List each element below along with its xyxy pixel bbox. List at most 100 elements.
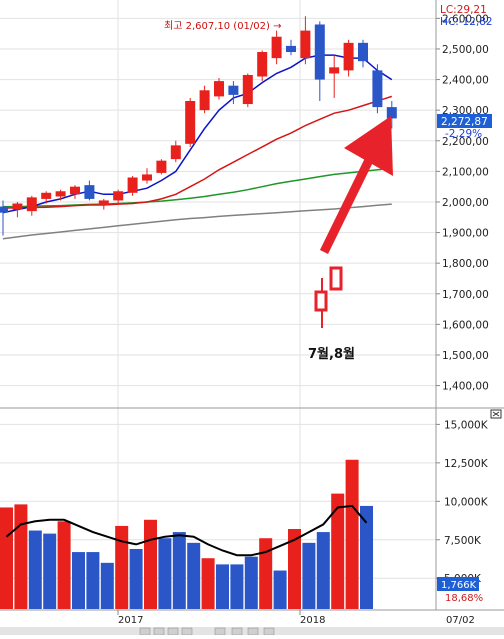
candle-body [142,174,152,181]
price-tick-label: 2,400,00 [442,75,489,87]
candle-body [12,203,23,210]
ma120-line [2,203,392,240]
volume-tick-label: 7,500K [444,535,482,547]
volume-bar [158,538,172,609]
date-label: 07/02 [446,615,475,626]
volume-badge-text: 1,766K [441,580,477,591]
candle [314,21,325,101]
candle [386,100,397,129]
toolbar-button-7[interactable] [247,627,259,636]
hc-label: HC:-12,82 [440,16,493,28]
volume-bar [100,562,114,609]
candle-body [156,160,167,173]
panel-settings-icon-line-b [492,411,500,417]
volume-ma-line [5,504,368,557]
price-tick-label: 1,500,00 [442,350,489,362]
candle-body [70,186,80,195]
volume-bar [345,459,359,609]
toolbar-button-2[interactable] [153,627,165,636]
candle-body [98,200,109,206]
ma20-line [2,95,393,209]
volume-pct-label: 18,68% [445,593,483,604]
candle-body [329,67,340,74]
candle-body [170,145,181,160]
candle [98,198,109,210]
candle [271,30,282,65]
volume-bar [86,552,100,609]
candle [84,180,95,201]
candle-body [199,90,210,111]
moving-average-lines [2,54,393,240]
price-tick-label: 2,200,00 [442,136,489,148]
volume-moving-average [5,504,368,557]
price-gridlines [0,0,436,610]
ma5-line [2,54,393,214]
toolbar-button-5[interactable] [214,627,226,636]
volume-bar [0,507,13,609]
ma60-line [3,167,392,208]
volume-bar [331,493,345,609]
candle-body [127,177,138,193]
candle [372,64,383,114]
toolbar-button-4[interactable] [181,627,193,636]
candle [113,189,124,206]
volume-bar [316,532,330,609]
candle-body [41,192,52,199]
volume-bar [57,521,71,609]
volume-bar [273,570,287,609]
candle [26,195,37,216]
x-label-2018: 2018 [300,615,325,626]
price-tick-label: 2,100,00 [442,166,489,178]
candle [142,168,152,184]
candle-body [26,197,37,212]
toolbar-button-1[interactable] [139,627,151,636]
volume-tick-label: 12,500K [444,458,489,470]
toolbar-button-3[interactable] [167,627,179,636]
candle [199,85,210,114]
sketch-candles [314,266,343,328]
candle-body [372,70,383,108]
candle [358,39,368,68]
candlesticks [0,16,397,236]
price-tick-label: 1,400,00 [442,381,489,393]
candle [55,189,66,201]
price-tick-label: 1,700,00 [442,289,489,301]
candle [214,78,224,100]
volume-tick-label: 10,000K [444,496,489,508]
candle [185,97,196,147]
candle-body [84,185,95,199]
volume-bar [244,556,258,609]
candle [70,185,80,199]
volume-bar [28,530,42,609]
candle [12,201,23,218]
volume-bars [0,459,373,609]
candle-body [228,85,239,95]
price-tick-label: 1,900,00 [442,228,489,240]
candle [127,175,138,196]
candle-body [257,52,268,77]
red-arrow-icon [319,116,393,254]
volume-bar [129,549,143,609]
price-tick-label: 2,500,00 [442,44,489,56]
toolbar-button-6[interactable] [231,627,243,636]
volume-bar [288,529,301,609]
price-tick-label: 2,000,00 [442,197,489,209]
toolbar-button-8[interactable] [263,627,275,636]
candle-body [185,100,196,144]
volume-bar [201,558,215,609]
candle [300,16,311,65]
price-tick-label: 2,600,00 [442,13,489,25]
volume-bar [144,519,157,609]
volume-bar [360,505,373,609]
candle [343,39,354,77]
volume-badge [437,577,479,591]
volume-bar [302,542,316,609]
candle [156,159,167,175]
volume-bar [216,564,229,609]
volume-bar [115,525,129,609]
volume-bar [43,533,57,609]
candle-body [300,30,311,59]
price-badge-text: 2,272,87 [441,116,488,128]
